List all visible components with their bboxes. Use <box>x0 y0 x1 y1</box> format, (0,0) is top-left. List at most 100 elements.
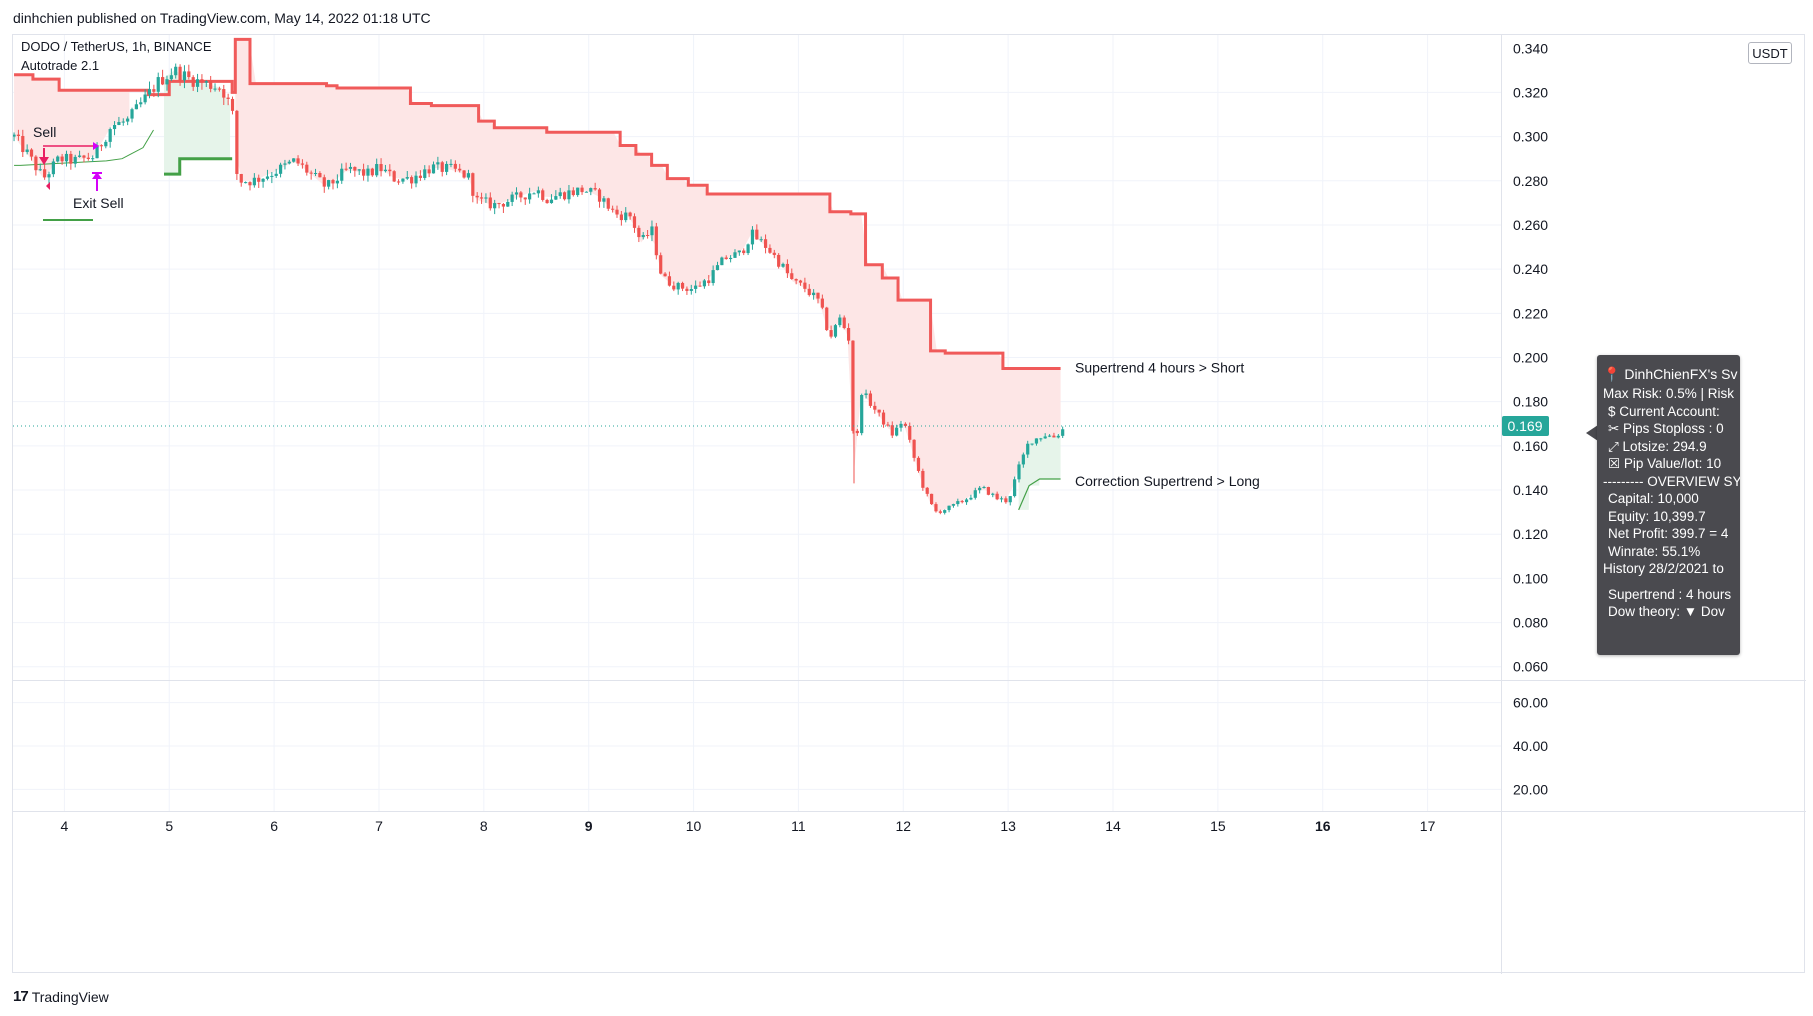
candle-body <box>934 504 938 512</box>
candle-body <box>877 409 881 413</box>
price-tick-label: 0.120 <box>1513 526 1548 542</box>
time-tick-label: 4 <box>60 818 68 834</box>
tradingview-logo[interactable]: 17 TradingView <box>13 988 109 1005</box>
oscillator-tick-label: 40.00 <box>1513 738 1548 754</box>
candle-body <box>56 156 60 162</box>
candle-body <box>187 71 191 78</box>
candle-body <box>1043 436 1047 439</box>
candle-body <box>689 288 693 291</box>
candle-body <box>785 263 790 274</box>
price-tick-label: 0.060 <box>1513 659 1548 675</box>
candle-body <box>287 161 291 164</box>
supertrend-short-annotation: Supertrend 4 hours > Short <box>1075 360 1244 376</box>
candle-body <box>1026 443 1030 455</box>
candle-body <box>252 177 256 186</box>
chart-frame[interactable]: DODO / TetherUS, 1h, BINANCE Autotrade 2.… <box>12 34 1806 974</box>
candle-body <box>838 317 842 326</box>
candle-body <box>414 175 418 184</box>
oscillator-tick-label: 20.00 <box>1513 781 1548 797</box>
candle-body <box>91 158 95 160</box>
candle-body <box>453 163 457 169</box>
price-tick-label: 0.220 <box>1513 305 1548 321</box>
candle-body <box>1017 464 1021 480</box>
candle-body <box>921 470 925 488</box>
candle-body <box>1056 435 1060 438</box>
candle-body <box>711 270 715 284</box>
candle-body <box>694 285 698 289</box>
sell-arrow-head-icon <box>39 157 49 165</box>
candle-body <box>798 280 803 283</box>
long-trend-fill <box>164 70 231 175</box>
time-tick-label: 5 <box>165 818 173 834</box>
time-tick-label: 8 <box>480 818 488 834</box>
candle-body <box>64 153 69 162</box>
strategy-info-panel: 📍 DinhChienFX's Sv Max Risk: 0.5% | Risk… <box>1597 355 1740 655</box>
candle-body <box>117 122 121 125</box>
candle-body <box>737 250 741 253</box>
exit-arrow-head-icon <box>92 172 102 179</box>
time-tick-label: 6 <box>270 818 278 834</box>
currency-button[interactable]: USDT <box>1748 42 1792 64</box>
supertrend-short-line <box>14 37 1061 371</box>
candle-body <box>484 197 488 199</box>
candle-body <box>973 490 977 498</box>
candle-body <box>558 192 562 197</box>
candle-body <box>479 197 484 199</box>
candle-body <box>270 175 274 177</box>
candle-body <box>195 79 200 87</box>
legend-symbol: DODO / TetherUS, 1h, BINANCE <box>21 39 212 54</box>
candle-body <box>340 168 344 181</box>
candle-body <box>982 487 986 489</box>
candle-body <box>506 201 510 207</box>
candle-body <box>209 81 213 89</box>
candle-body <box>112 124 117 130</box>
candle-body <box>514 192 519 195</box>
candle-body <box>528 193 532 200</box>
candle-body <box>366 168 370 176</box>
candle-body <box>702 280 706 287</box>
candle-body <box>873 405 877 410</box>
candle-body <box>532 193 536 195</box>
panel-line: ✂ Pips Stoploss : 0 <box>1608 421 1724 436</box>
candle-body <box>16 134 21 137</box>
panel-history-line: History 28/2/2021 to <box>1603 561 1724 576</box>
candle-body <box>108 129 112 142</box>
candle-body <box>698 285 702 287</box>
chart-canvas[interactable]: DODO / TetherUS, 1h, BINANCE Autotrade 2.… <box>13 35 1806 974</box>
candle-body <box>1013 479 1017 497</box>
candle-body <box>685 288 689 291</box>
candle-body <box>1004 498 1008 503</box>
candle-body <box>750 229 755 245</box>
candle-body <box>584 191 589 193</box>
price-tick-label-clipped: 0.340 <box>1513 40 1548 56</box>
candle-body <box>396 181 401 183</box>
candle-body <box>947 505 951 511</box>
candle-body <box>130 109 134 119</box>
candle-body <box>733 252 737 258</box>
candle-body <box>104 141 108 147</box>
candle-body <box>300 163 305 165</box>
candle-body <box>161 77 165 85</box>
price-tick-label: 0.100 <box>1513 570 1548 586</box>
candle-body <box>217 88 222 90</box>
candle-body <box>204 81 208 83</box>
panel-line: ⤢ Lotsize: 294.9 <box>1608 438 1707 454</box>
candle-body <box>742 250 746 254</box>
candle-body <box>143 94 147 103</box>
candle-body <box>51 161 55 175</box>
time-tick-label: 15 <box>1210 818 1226 834</box>
candle-body <box>226 97 230 99</box>
candle-body <box>886 424 890 426</box>
candle-body <box>292 158 296 162</box>
candle-body <box>672 285 676 290</box>
candle-body <box>239 173 243 183</box>
supertrend-long-line <box>14 129 154 166</box>
candle-body <box>523 197 527 200</box>
candle-body <box>803 282 807 289</box>
candle-body <box>624 212 628 221</box>
candle-body <box>628 212 632 217</box>
candle-body <box>462 170 466 178</box>
candle-body <box>86 157 90 159</box>
candle-body <box>571 190 575 196</box>
candle-body <box>379 164 383 172</box>
